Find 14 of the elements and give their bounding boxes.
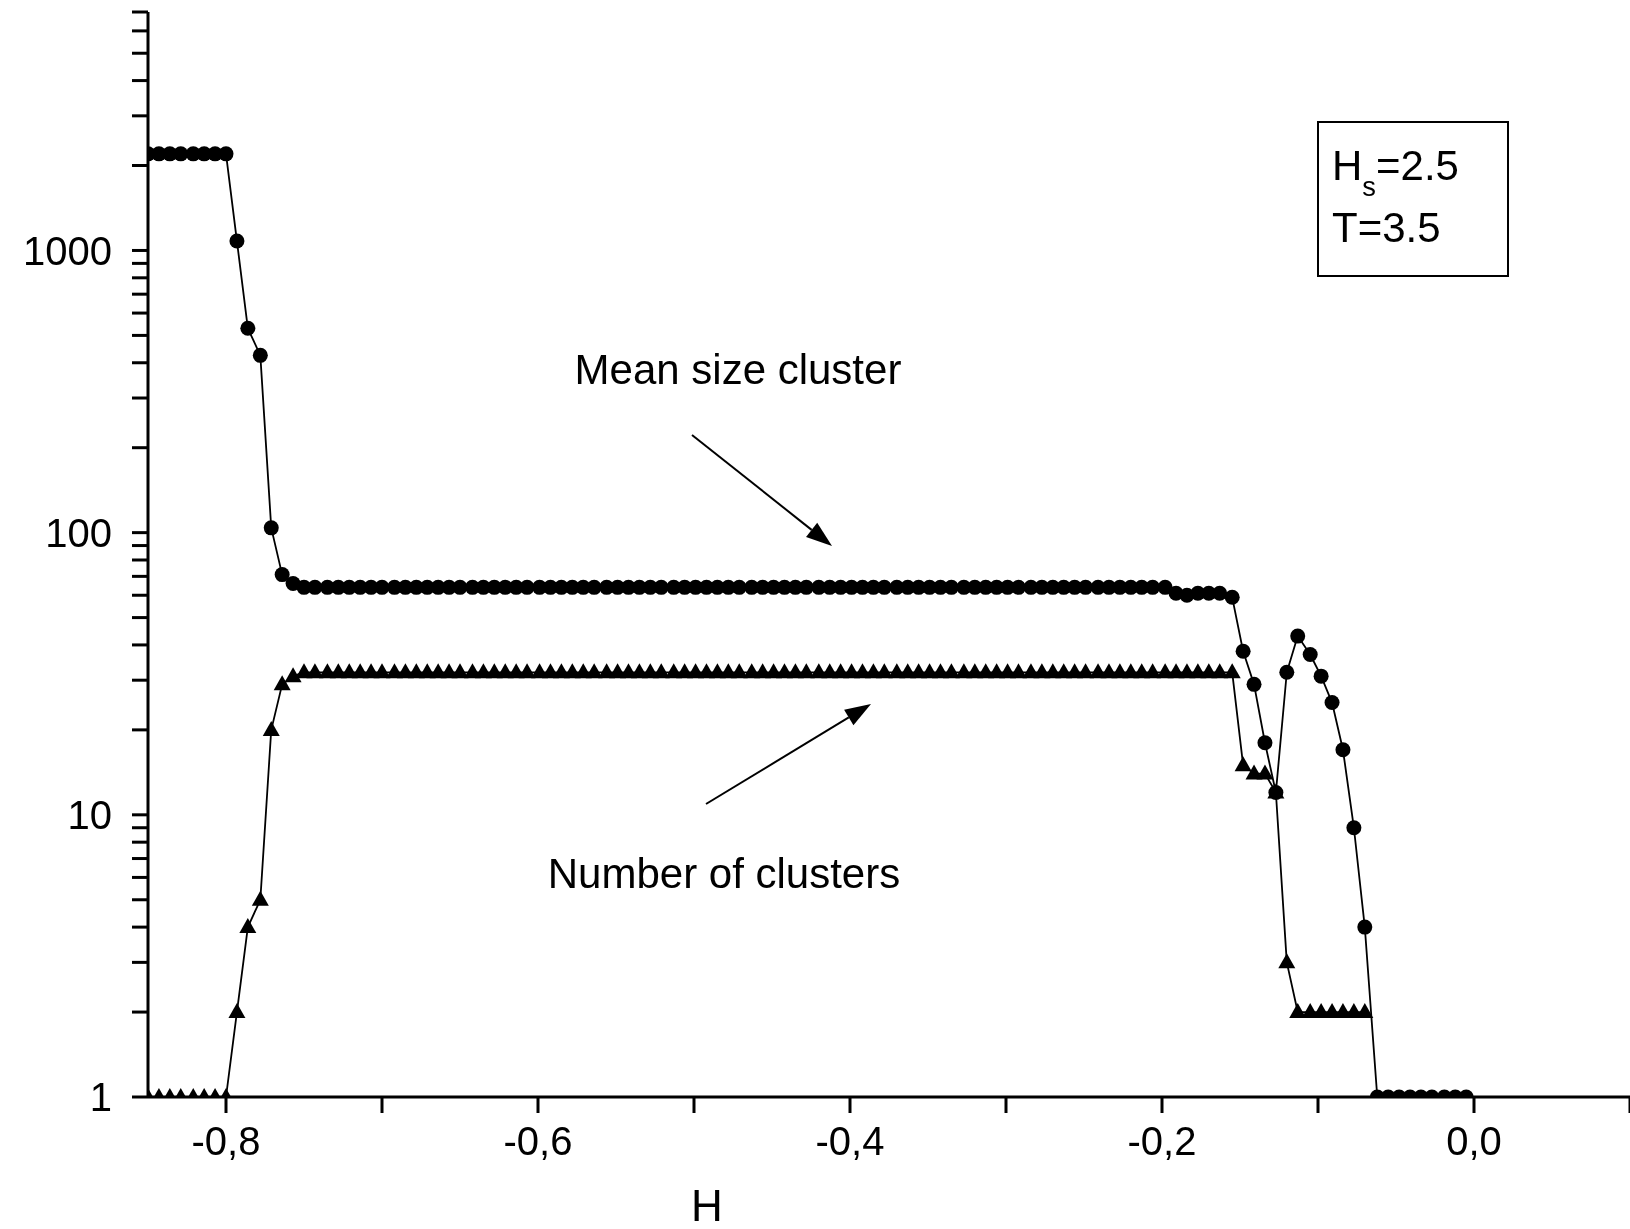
x-tick-label: -0,6 [503,1119,573,1164]
y-tick-label: 1000 [23,228,112,273]
annotation: T=3.5 [1332,204,1441,251]
annotation: Mean size cluster [574,346,902,393]
y-tick-label: 100 [45,510,112,555]
x-axis-title: H [691,1181,723,1229]
x-tick-label: -0,2 [1127,1119,1197,1164]
y-tick-label: 1 [89,1075,112,1120]
annotation: Number of clusters [547,850,901,897]
x-tick-label: -0,8 [191,1119,261,1164]
x-tick-label: -0,4 [815,1119,885,1164]
annotation: H$_{s}$=2.5 [1332,142,1459,202]
x-tick-label: 0,0 [1446,1119,1502,1164]
y-tick-label: 10 [67,793,112,838]
